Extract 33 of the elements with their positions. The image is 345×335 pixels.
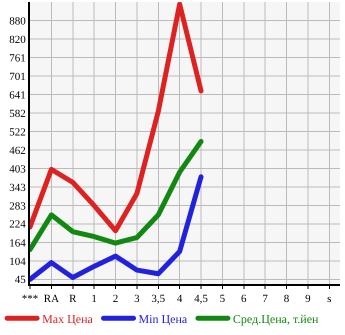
y-tick-label: 403 (9, 163, 26, 176)
x-tick-label: 8 (284, 293, 290, 306)
x-tick-label: 4,5 (194, 293, 208, 306)
y-tick-label: 104 (9, 256, 26, 268)
y-tick-label: 641 (9, 90, 26, 102)
y-tick-label: 761 (9, 52, 26, 64)
x-tick-label: 9 (305, 293, 312, 306)
x-tick-label: RA (44, 293, 60, 306)
x-tick-label: 1 (91, 293, 97, 306)
y-tick-label: 820 (9, 34, 26, 46)
y-tick-label: 45 (14, 274, 26, 286)
x-tick-label: 3 (134, 293, 140, 306)
x-tick-label: 4 (176, 293, 183, 306)
x-tick-label: 7 (262, 293, 268, 306)
legend-label: Min Цена (138, 312, 188, 326)
x-tick-label: 2 (112, 293, 118, 306)
y-tick-label: 582 (9, 108, 26, 120)
y-tick-label: 164 (9, 237, 26, 250)
x-tick-label: R (69, 293, 78, 306)
x-tick-label: 5 (220, 293, 226, 306)
x-tick-label: 6 (241, 293, 248, 306)
x-tick-label: *** (22, 293, 38, 306)
y-tick-label: 224 (9, 218, 26, 231)
x-tick-label: s (327, 293, 332, 306)
y-tick-label: 701 (9, 70, 26, 83)
y-tick-label: 343 (9, 182, 26, 194)
legend-label: Max Цена (42, 312, 94, 326)
y-tick-label: 880 (9, 15, 26, 28)
y-tick-label: 283 (9, 200, 26, 212)
legend-label: Сред.Цена, т.йен (232, 312, 320, 326)
y-tick-label: 522 (9, 126, 26, 138)
y-tick-label: 462 (9, 144, 26, 157)
x-tick-label: 3,5 (151, 293, 166, 306)
